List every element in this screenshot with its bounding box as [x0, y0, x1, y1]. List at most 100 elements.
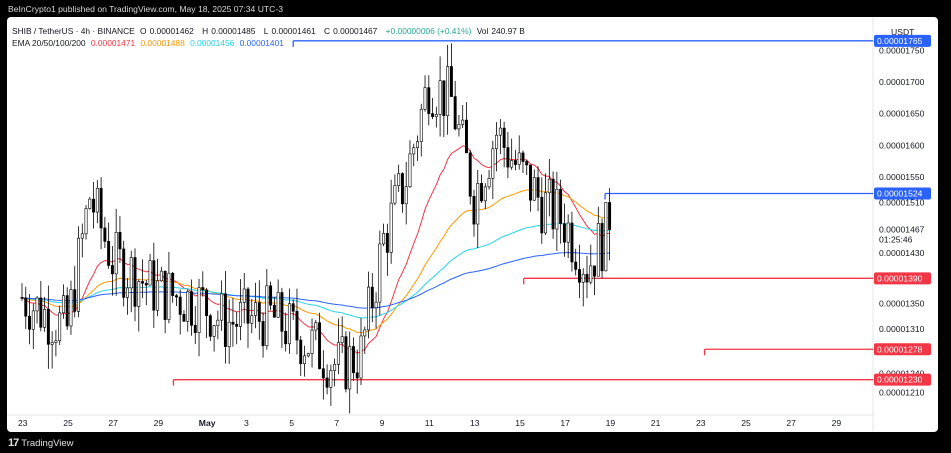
candle-body [95, 187, 99, 213]
x-tick-label: 13 [470, 418, 480, 428]
candle-body [419, 108, 423, 142]
candle-body [250, 315, 254, 324]
candle-body [344, 336, 348, 390]
candle-body [574, 261, 578, 270]
symbol-title[interactable]: SHIB / TetherUS · 4h · BINANCE [12, 26, 135, 36]
level-label-box-1 [874, 187, 931, 200]
candle-body [58, 312, 62, 342]
level-label-3: 0.00001278 [877, 344, 923, 354]
publisher-line: BeInCrypto1 published on TradingView.com… [8, 4, 283, 14]
y-tick-label: 0.00001210 [879, 387, 925, 397]
x-tick-label: 15 [515, 418, 525, 428]
candle-body [461, 119, 465, 125]
candle-body [265, 285, 269, 347]
candle-body [171, 272, 175, 296]
candle-body [577, 269, 581, 283]
chart-panel[interactable]: SHIB / TetherUS · 4h · BINANCE O 0.000014… [7, 17, 938, 432]
candle-body [385, 233, 389, 253]
candle-body [144, 282, 148, 286]
candle-body [110, 265, 114, 275]
candle-body [359, 335, 363, 379]
high-value: H 0.00001485 [202, 26, 256, 36]
candle-body [35, 297, 39, 312]
candle-body [562, 223, 566, 243]
ema-label[interactable]: EMA 20/50/100/200 [12, 38, 86, 48]
candle-body [205, 289, 209, 317]
candle-body [280, 292, 284, 332]
x-tick-label: 19 [606, 418, 616, 428]
candle-body [566, 222, 570, 243]
candle-body [416, 141, 419, 148]
tradingview-footer: 17 TradingView [8, 436, 74, 450]
candle-body [299, 339, 303, 365]
candle-body [480, 183, 484, 202]
candle-body [318, 322, 322, 369]
y-tick-label: 0.00001550 [879, 172, 925, 182]
candle-body [487, 178, 491, 188]
candle-body [227, 321, 231, 348]
candle-body [449, 66, 453, 97]
tradingview-logo-icon: 17 [8, 437, 19, 449]
candle-body [559, 188, 563, 224]
candle-body [397, 173, 401, 186]
candle-body [404, 186, 408, 205]
candle-body [370, 286, 374, 309]
candle-body [464, 119, 468, 154]
close-value: C 0.00001467 [324, 26, 378, 36]
candle-body [442, 80, 446, 117]
candle-body [223, 293, 227, 348]
candle-body [367, 286, 371, 331]
level-label-0: 0.00001765 [877, 36, 923, 46]
candle-body [103, 227, 107, 242]
candle-body [310, 329, 314, 354]
candle-body [295, 310, 299, 341]
candle-body [129, 257, 133, 289]
candle-body [190, 291, 193, 326]
x-tick-label: 17 [560, 418, 570, 428]
candle-body [382, 233, 386, 245]
y-tick-label: 0.00001510 [879, 197, 925, 207]
candle-body [287, 303, 291, 345]
candle-body [438, 80, 442, 115]
candle-body [122, 248, 126, 298]
currency-label: USDT [891, 27, 915, 37]
candle-body [201, 287, 205, 291]
chart-legend: SHIB / TetherUS · 4h · BINANCE O 0.000014… [12, 25, 531, 49]
candle-body [246, 288, 250, 324]
candle-body [269, 285, 273, 306]
candle-body [536, 177, 540, 198]
candle-body [80, 233, 84, 239]
candle-body [159, 270, 163, 282]
candle-body [476, 183, 480, 225]
y-tick-label: 0.00001467 [879, 225, 925, 235]
ema100-value: 0.00001456 [190, 38, 235, 48]
candle-body [329, 370, 333, 388]
candle-body [446, 66, 450, 117]
candle-body [276, 292, 280, 318]
candle-body [54, 340, 58, 343]
candle-body [547, 178, 551, 194]
volume-value: Vol 240.97 B [476, 26, 525, 36]
candle-body [99, 187, 103, 229]
candle-body [167, 272, 171, 320]
candle-body [513, 160, 517, 165]
ema200-value: 0.00001401 [239, 38, 284, 48]
candle-body [378, 243, 382, 303]
ema50-line [21, 189, 610, 334]
candle-body [43, 309, 47, 328]
candle-body [284, 330, 288, 345]
ema-row: EMA 20/50/100/200 0.00001471 0.00001488 … [12, 37, 531, 49]
candle-body [69, 289, 73, 327]
y-tick-label: 0.00001700 [879, 77, 925, 87]
candle-body [84, 208, 88, 235]
x-tick-label: 27 [786, 418, 796, 428]
candle-body [114, 232, 118, 275]
candle-body [220, 293, 224, 321]
candle-body [321, 368, 325, 379]
candle-body [152, 260, 156, 311]
candle-body [141, 281, 145, 284]
candle-body [39, 297, 43, 328]
open-value: O 0.00001462 [140, 26, 194, 36]
candle-body [137, 281, 141, 307]
